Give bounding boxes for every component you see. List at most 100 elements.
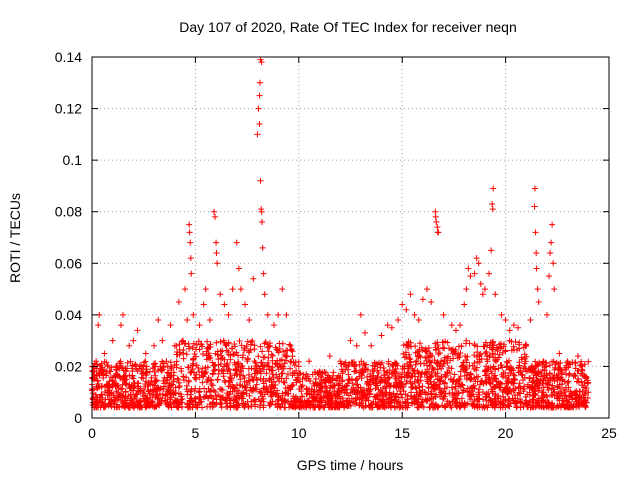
roti-point	[253, 381, 260, 388]
roti-point	[209, 382, 216, 389]
y-axis: 0 0.02 0.04 0.06 0.08 0.1 0.12 0.14	[55, 49, 609, 426]
roti-point	[564, 358, 571, 365]
roti-point	[531, 185, 538, 192]
roti-point	[409, 373, 416, 380]
roti-point	[134, 327, 141, 334]
roti-point	[316, 368, 323, 375]
roti-point	[281, 360, 288, 367]
roti-point	[527, 404, 534, 411]
roti-point	[242, 301, 249, 308]
roti-point	[214, 351, 221, 358]
roti-point	[319, 370, 326, 377]
roti-point	[473, 373, 480, 380]
roti-point	[463, 286, 470, 293]
roti-point	[269, 352, 276, 359]
roti-point	[352, 368, 359, 375]
roti-point	[551, 372, 558, 379]
roti-point	[134, 391, 141, 398]
roti-point	[402, 402, 409, 409]
roti-point	[213, 239, 220, 246]
roti-point	[374, 373, 381, 380]
roti-point	[563, 362, 570, 369]
roti-point	[283, 353, 290, 360]
roti-point	[159, 337, 166, 344]
roti-point	[298, 399, 305, 406]
roti-point	[222, 397, 229, 404]
roti-point	[302, 375, 308, 382]
roti-point	[550, 260, 557, 267]
roti-point	[560, 400, 567, 407]
roti-point	[117, 375, 124, 382]
roti-point	[151, 342, 158, 349]
roti-point	[486, 394, 493, 401]
roti-point	[188, 387, 195, 394]
roti-point	[512, 338, 519, 345]
roti-point	[462, 364, 469, 371]
roti-point	[546, 362, 553, 369]
roti-point	[330, 369, 337, 376]
roti-point	[412, 373, 419, 380]
roti-point	[341, 403, 348, 410]
roti-point	[533, 265, 540, 272]
roti-point	[344, 402, 351, 409]
roti-point	[233, 239, 240, 246]
roti-point	[351, 368, 358, 375]
roti-point	[451, 371, 458, 378]
roti-point	[423, 348, 430, 355]
roti-point	[529, 363, 536, 370]
roti-point	[218, 394, 225, 401]
roti-point	[574, 392, 581, 399]
roti-point	[156, 399, 163, 406]
roti-point	[515, 384, 522, 391]
roti-point	[299, 382, 306, 389]
roti-point	[161, 374, 168, 381]
roti-point	[406, 355, 413, 362]
roti-point	[275, 349, 282, 356]
roti-point	[450, 393, 457, 400]
roti-point	[543, 311, 550, 318]
roti-point	[208, 393, 215, 400]
roti-point	[180, 373, 187, 380]
roti-point	[212, 392, 219, 399]
roti-point	[318, 374, 325, 381]
roti-point	[185, 378, 192, 385]
roti-point	[571, 372, 578, 379]
roti-point	[252, 359, 259, 366]
roti-point	[536, 381, 543, 388]
roti-point	[464, 385, 471, 392]
roti-point	[494, 347, 501, 354]
roti-point	[405, 365, 412, 372]
roti-point	[470, 383, 477, 390]
roti-point	[454, 355, 461, 361]
roti-point	[196, 368, 203, 375]
roti-point	[531, 388, 538, 395]
roti-point	[204, 345, 211, 352]
roti-point	[160, 377, 167, 384]
roti-point	[147, 381, 154, 388]
roti-point	[470, 400, 477, 407]
roti-point	[257, 343, 264, 350]
roti-point	[517, 404, 524, 411]
roti-point	[229, 286, 236, 293]
roti-point	[223, 342, 230, 349]
roti-point	[292, 404, 299, 411]
y-tick-label: 0.06	[55, 255, 82, 271]
roti-point	[584, 395, 591, 402]
roti-point	[566, 370, 573, 377]
roti-point	[575, 375, 582, 382]
x-tick-label: 10	[291, 425, 307, 441]
roti-point	[441, 404, 448, 411]
roti-point	[497, 398, 504, 405]
roti-point	[391, 404, 398, 411]
roti-point	[307, 378, 314, 385]
roti-point	[296, 385, 303, 392]
roti-point	[258, 219, 265, 226]
roti-point	[526, 375, 533, 382]
roti-point	[176, 383, 183, 390]
roti-point	[190, 356, 197, 363]
roti-point	[581, 379, 588, 386]
roti-point	[548, 385, 555, 392]
roti-point	[209, 370, 216, 377]
roti-point	[171, 342, 178, 349]
roti-point	[227, 396, 234, 403]
